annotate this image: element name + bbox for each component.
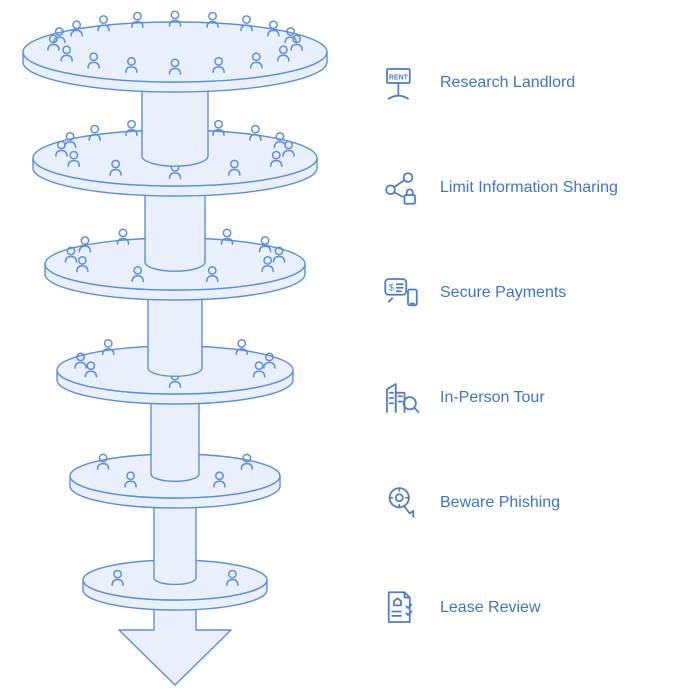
legend-label: Secure Payments [440,284,566,302]
legend-label: Limit Information Sharing [440,179,618,197]
document-check-icon [380,587,422,629]
funnel-svg [0,0,360,694]
payment-icon: $ [380,272,422,314]
legend-row: $ Secure Payments [380,240,674,345]
phishing-icon [380,482,422,524]
legend-label: In-Person Tour [440,389,545,407]
rent-sign-icon: RENT [380,62,422,104]
legend-label: Lease Review [440,599,541,617]
legend-label: Research Landlord [440,74,575,92]
share-lock-icon [380,167,422,209]
legend-row: Limit Information Sharing [380,135,674,240]
legend-label: Beware Phishing [440,494,560,512]
legend-row: Beware Phishing [380,450,674,555]
legend-row: Lease Review [380,555,674,660]
legend-row: In-Person Tour [380,345,674,450]
building-search-icon [380,377,422,419]
legend-row: RENT Research Landlord [380,30,674,135]
svg-text:$: $ [389,282,394,292]
svg-text:RENT: RENT [389,74,409,81]
legend: RENT Research Landlord Limit Information… [360,0,674,694]
funnel-diagram [0,0,360,694]
